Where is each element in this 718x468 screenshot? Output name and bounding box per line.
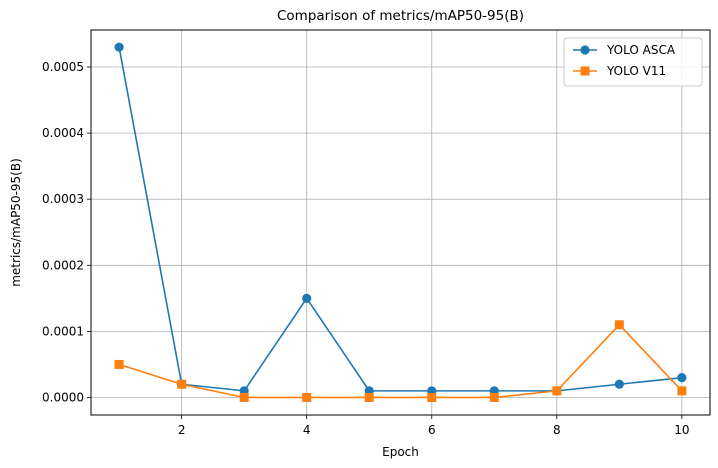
series-line bbox=[118, 323, 683, 399]
data-point bbox=[489, 392, 499, 402]
data-point bbox=[364, 392, 374, 402]
chart-title: Comparison of metrics/mAP50-95(B) bbox=[277, 8, 524, 24]
x-tick-label: 10 bbox=[674, 423, 689, 437]
legend: YOLO ASCA YOLO V11 bbox=[563, 37, 703, 87]
ticks: 2 4 6 8 10 0.0000 0.0001 0.0002 0.0003 0.0004 0.00… bbox=[42, 60, 690, 437]
y-tick-label: 0.0003 bbox=[42, 192, 84, 206]
data-point bbox=[114, 42, 124, 52]
data-point bbox=[302, 293, 312, 303]
y-axis-label: metrics/mAP50-95(B) bbox=[9, 158, 23, 287]
data-point bbox=[177, 379, 187, 389]
data-point bbox=[677, 386, 687, 396]
legend-label: YOLO V11 bbox=[606, 64, 666, 78]
data-point bbox=[677, 373, 687, 383]
data-point bbox=[552, 386, 562, 396]
plot-frame bbox=[90, 29, 711, 416]
data-point bbox=[614, 379, 624, 389]
data-point bbox=[427, 392, 437, 402]
y-tick-label: 0.0004 bbox=[42, 126, 84, 140]
data-point bbox=[239, 392, 249, 402]
x-tick-label: 4 bbox=[303, 423, 311, 437]
x-tick-label: 8 bbox=[553, 423, 561, 437]
series-1 bbox=[114, 42, 687, 396]
y-tick-label: 0.0000 bbox=[42, 390, 84, 404]
series-layer bbox=[114, 42, 687, 402]
y-tick-label: 0.0002 bbox=[42, 258, 84, 272]
data-point bbox=[114, 359, 124, 369]
series-line bbox=[118, 47, 682, 392]
legend-marker bbox=[580, 45, 590, 55]
x-axis-label: Epoch bbox=[382, 445, 419, 459]
data-point bbox=[302, 392, 312, 402]
legend-label: YOLO ASCA bbox=[606, 43, 676, 57]
data-point bbox=[614, 320, 624, 330]
legend-box bbox=[563, 37, 703, 87]
grid bbox=[91, 30, 710, 415]
x-tick-label: 2 bbox=[178, 423, 186, 437]
x-tick-label: 6 bbox=[428, 423, 436, 437]
series-2 bbox=[114, 320, 687, 402]
y-tick-label: 0.0005 bbox=[42, 60, 84, 74]
legend-marker bbox=[580, 66, 590, 76]
y-tick-label: 0.0001 bbox=[42, 324, 84, 338]
